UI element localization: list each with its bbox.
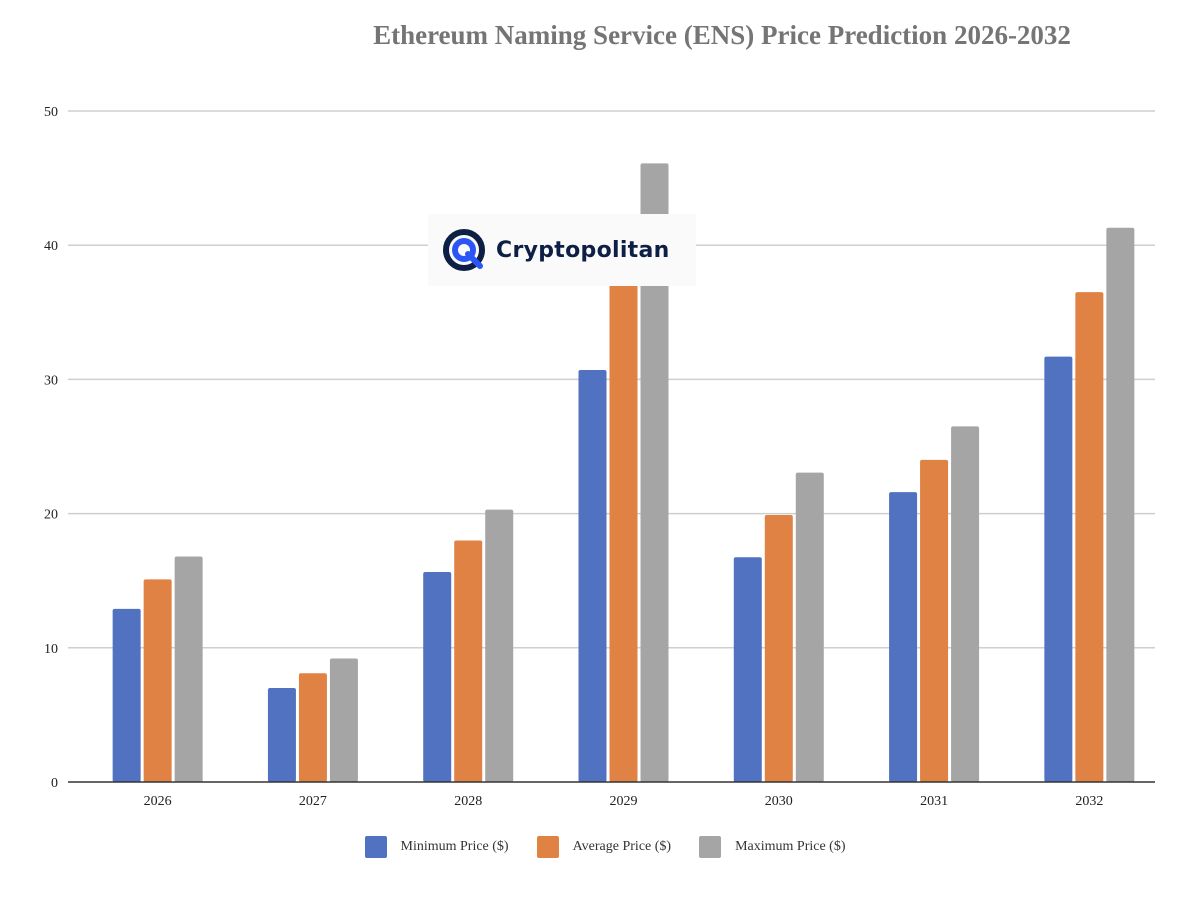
legend-swatch [364, 836, 387, 858]
x-tick-label: 2028 [454, 794, 482, 809]
bar-2030-0 [733, 557, 762, 782]
x-tick-label: 2026 [144, 794, 172, 809]
bar-2032-2 [1106, 227, 1135, 782]
bar-2028-1 [454, 540, 483, 782]
y-tick-label: 30 [44, 373, 58, 388]
x-tick-label: 2030 [765, 794, 793, 809]
legend-swatch [699, 836, 722, 858]
y-tick-label: 40 [44, 239, 58, 254]
x-tick-label: 2032 [1075, 794, 1103, 809]
bar-2026-1 [143, 579, 172, 782]
y-tick-label: 0 [51, 776, 58, 791]
legend-label: Minimum Price ($) [400, 839, 509, 854]
bar-2031-2 [951, 426, 980, 782]
bar-2031-1 [920, 459, 949, 782]
bar-2028-0 [423, 571, 452, 782]
y-tick-label: 20 [44, 508, 58, 523]
bar-2029-2 [640, 163, 669, 782]
y-tick-label: 10 [44, 642, 58, 657]
cryptopolitan-watermark: Cryptopolitan [428, 214, 696, 286]
bar-2026-0 [112, 608, 141, 782]
bar-2026-2 [174, 556, 203, 782]
bar-2030-1 [764, 514, 793, 782]
y-tick-label: 50 [44, 105, 58, 120]
legend-swatch [536, 836, 559, 858]
legend-item: Maximum Price ($) [699, 836, 846, 858]
bar-2028-2 [485, 509, 514, 782]
bar-2032-0 [1044, 356, 1073, 782]
bar-2031-0 [889, 492, 918, 782]
legend-label: Maximum Price ($) [735, 839, 846, 854]
bar-2027-0 [267, 688, 296, 782]
watermark-text: Cryptopolitan [496, 237, 670, 263]
legend-item: Average Price ($) [536, 836, 672, 858]
x-tick-label: 2031 [920, 794, 948, 809]
bar-2029-0 [578, 370, 607, 782]
bar-2027-1 [298, 673, 327, 782]
legend-item: Minimum Price ($) [364, 836, 509, 858]
legend: Minimum Price ($) Average Price ($) Maximu… [0, 836, 1200, 858]
bar-2030-2 [795, 472, 824, 782]
chart-title: Ethereum Naming Service (ENS) Price Pred… [373, 20, 1071, 50]
legend-label: Average Price ($) [572, 839, 672, 854]
x-tick-label: 2027 [299, 794, 327, 809]
bar-2032-1 [1075, 292, 1104, 782]
bar-2029-1 [609, 266, 638, 782]
x-tick-label: 2029 [610, 794, 638, 809]
bar-2027-2 [329, 658, 358, 782]
cryptopolitan-logo-icon [443, 229, 485, 271]
